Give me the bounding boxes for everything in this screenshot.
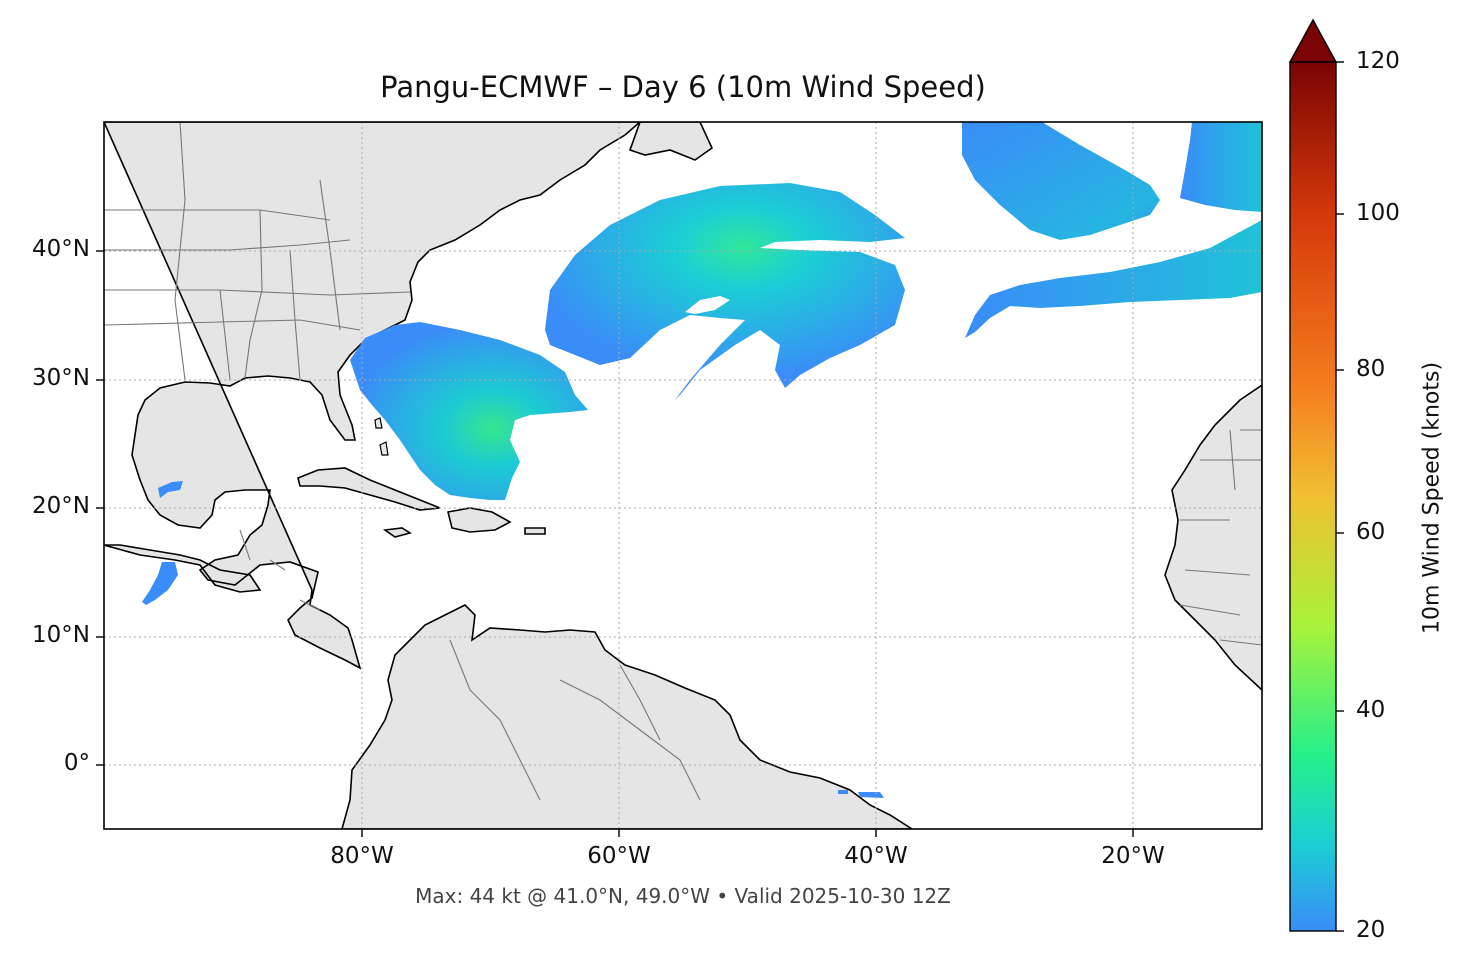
wind-region-pacific-patch (142, 562, 178, 605)
land-north-islands (628, 122, 714, 161)
colorbar-tick-100: 100 (1356, 200, 1400, 226)
lat-tick-40n: 40°N (32, 236, 90, 262)
lat-tick-0: 0° (63, 750, 90, 776)
lat-tick-30n: 30°N (32, 365, 90, 391)
land-africa (1164, 384, 1262, 692)
lat-tick-10n: 10°N (32, 622, 90, 648)
max-wind-footer: Max: 44 kt @ 41.0°N, 49.0°W • Valid 2025… (415, 884, 951, 908)
lon-tick-60w: 60°W (587, 843, 651, 869)
land-south-america (341, 604, 914, 829)
colorbar (1288, 18, 1344, 932)
colorbar-extend-arrow (1288, 18, 1338, 63)
map-content (104, 122, 1262, 829)
lon-tick-40w: 40°W (844, 843, 908, 869)
land-puerto-rico (524, 527, 546, 535)
wind-region-northeast-atlantic-band (962, 122, 1160, 240)
axis-ticks (96, 250, 1134, 837)
land-bahamas (374, 417, 389, 456)
wind-region-gulf-patch (158, 481, 183, 498)
colorbar-tick-40: 40 (1356, 697, 1386, 723)
colorbar-tick-20: 20 (1356, 917, 1386, 943)
lat-tick-20n: 20°N (32, 493, 90, 519)
map-frame (103, 121, 1263, 830)
wind-speed-field (142, 122, 1262, 798)
colorbar-label: 10m Wind Speed (knots) (1419, 361, 1445, 635)
colorbar-tick-120: 120 (1356, 48, 1400, 74)
lon-tick-80w: 80°W (330, 843, 394, 869)
wind-region-southwest-atlantic-storm (350, 322, 588, 500)
land-hispaniola (447, 507, 512, 533)
map-gridlines (104, 122, 1262, 829)
lon-tick-20w: 20°W (1101, 843, 1165, 869)
wind-region-far-northeast-patch (1180, 122, 1262, 212)
colorbar-tick-80: 80 (1356, 356, 1386, 382)
wind-region-east-atlantic-streak (965, 220, 1262, 338)
wind-region-central-atlantic-swirl (545, 183, 905, 400)
colorbar-gradient (1289, 61, 1337, 932)
land-north-america (104, 122, 642, 670)
land-cuba (297, 467, 441, 511)
wind-region-equatorial-specks (838, 790, 884, 798)
land-jamaica (382, 527, 412, 538)
political-borders (104, 122, 1262, 801)
chart-title: Pangu-ECMWF – Day 6 (10m Wind Speed) (380, 70, 986, 104)
colorbar-tick-60: 60 (1356, 519, 1386, 545)
